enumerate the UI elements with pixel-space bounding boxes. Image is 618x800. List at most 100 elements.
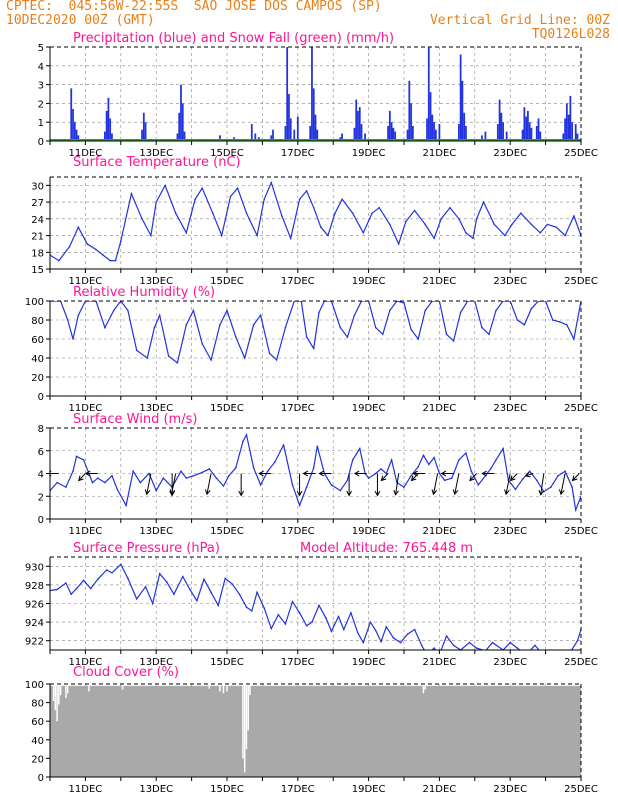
y-tick-label: 922 [25, 637, 44, 648]
precip-bar [358, 107, 361, 141]
wind-arrow-shaft [505, 473, 511, 495]
x-tick-label: 23DEC [493, 526, 527, 537]
humidity-point [353, 314, 356, 317]
wind-point [222, 485, 225, 487]
wind-point [215, 477, 218, 479]
humidity-point [566, 324, 568, 326]
pressure-point [330, 630, 333, 633]
x-tick-label: 15DEC [210, 276, 244, 287]
pressure-point [158, 572, 161, 575]
pressure-point [82, 579, 85, 582]
pressure-point [420, 644, 423, 647]
precip-bar [311, 47, 313, 141]
precip-bar [569, 95, 572, 141]
pressure-panel: Surface Pressure (hPa) Model Altitude: 76… [25, 541, 598, 668]
wind-point [521, 478, 524, 481]
temperature-point [58, 259, 60, 262]
temperature-point [130, 192, 133, 195]
wind-point [259, 484, 262, 486]
precip-bar [461, 80, 464, 141]
precip-bar [286, 47, 289, 141]
temperature-point [305, 190, 308, 192]
wind-point [380, 468, 382, 470]
pressure-point [151, 602, 154, 605]
temperature-point [564, 234, 566, 237]
wind-point [139, 481, 142, 484]
temperature-point [449, 206, 451, 209]
precip-bar [459, 54, 462, 141]
wind-arrow-shaft [433, 473, 439, 495]
temperature-point [109, 259, 111, 262]
x-tick-label: 13DEC [139, 148, 173, 159]
wind-arrow [374, 473, 381, 497]
wind-arrow [452, 473, 460, 496]
temperature-point [433, 237, 435, 240]
wind-arrow-head [78, 475, 84, 482]
pressure-point [406, 633, 409, 635]
precip-bar [142, 112, 145, 141]
pressure-point [56, 588, 58, 591]
x-tick-label: 13DEC [139, 526, 173, 537]
humidity-point [318, 311, 320, 314]
humidity-point [210, 359, 212, 361]
wind-point [351, 459, 354, 461]
wind-arrow-shaft [206, 473, 212, 495]
wind-arrow [431, 473, 439, 496]
humidity-panel: Relative Humidity (%) 0 20 40 60 80 100 11DEC 13… [25, 285, 598, 414]
y-tick-label: 3 [38, 81, 44, 92]
humidity-point [293, 301, 296, 302]
precip-bar [505, 131, 508, 141]
wind-point [291, 484, 294, 486]
wind-point [458, 459, 460, 461]
cloud-bar [424, 684, 426, 690]
wind-arrow [204, 473, 212, 496]
cloud-panel: Cloud Cover (%) 0 20 40 60 80 100 11DEC 13DEC 15D… [25, 665, 598, 795]
humidity-point [544, 301, 547, 302]
wind-arrow-head [258, 470, 264, 477]
humidity-point [226, 309, 228, 312]
pressure-point [413, 628, 416, 631]
precip-bar [111, 133, 113, 141]
cloud-bar [247, 684, 249, 731]
humidity-point [530, 307, 533, 310]
pressure-annotation: Model Altitude: 765.448 m [300, 541, 473, 556]
wind-arrow [538, 473, 545, 496]
wind-point [185, 477, 188, 479]
precip-bar [181, 103, 184, 141]
pressure-point [251, 610, 253, 612]
header-grid-note: Vertical Grid Line: 00Z [429, 13, 610, 28]
precip-bar [312, 88, 315, 141]
wind-point [72, 470, 74, 473]
wind-point [367, 477, 370, 479]
wind-arrow [571, 473, 580, 482]
y-tick-label: 80 [31, 699, 44, 710]
wind-arrow-shaft [469, 473, 477, 481]
humidity-point [559, 321, 561, 323]
precip-bar [535, 125, 538, 141]
pressure-point [298, 612, 301, 614]
wind-arrow [318, 470, 332, 477]
y-tick-label: 18 [31, 248, 44, 259]
temperature-point [334, 212, 336, 214]
x-tick-label: 25DEC [564, 276, 598, 287]
pressure-point [576, 639, 579, 642]
pressure-point [305, 625, 308, 627]
wind-point [359, 447, 361, 450]
temperature-point [475, 218, 478, 220]
cloud-bar [88, 684, 90, 692]
wind-arrow-head [412, 470, 418, 477]
precip-bar [254, 133, 257, 141]
y-tick-label: 30 [31, 181, 44, 192]
x-tick-label: 19DEC [352, 784, 386, 795]
temperature-point [155, 201, 157, 203]
wind-arrow-head [481, 470, 487, 477]
temperature-point [405, 220, 407, 223]
x-tick-label: 21DEC [423, 657, 457, 668]
humidity-point [445, 333, 448, 336]
humidity-point [192, 309, 195, 312]
wind-point [438, 472, 441, 475]
temperature-point [185, 232, 188, 234]
pressure-point [399, 641, 402, 644]
temperature-point [351, 212, 354, 214]
wind-point [305, 486, 308, 488]
